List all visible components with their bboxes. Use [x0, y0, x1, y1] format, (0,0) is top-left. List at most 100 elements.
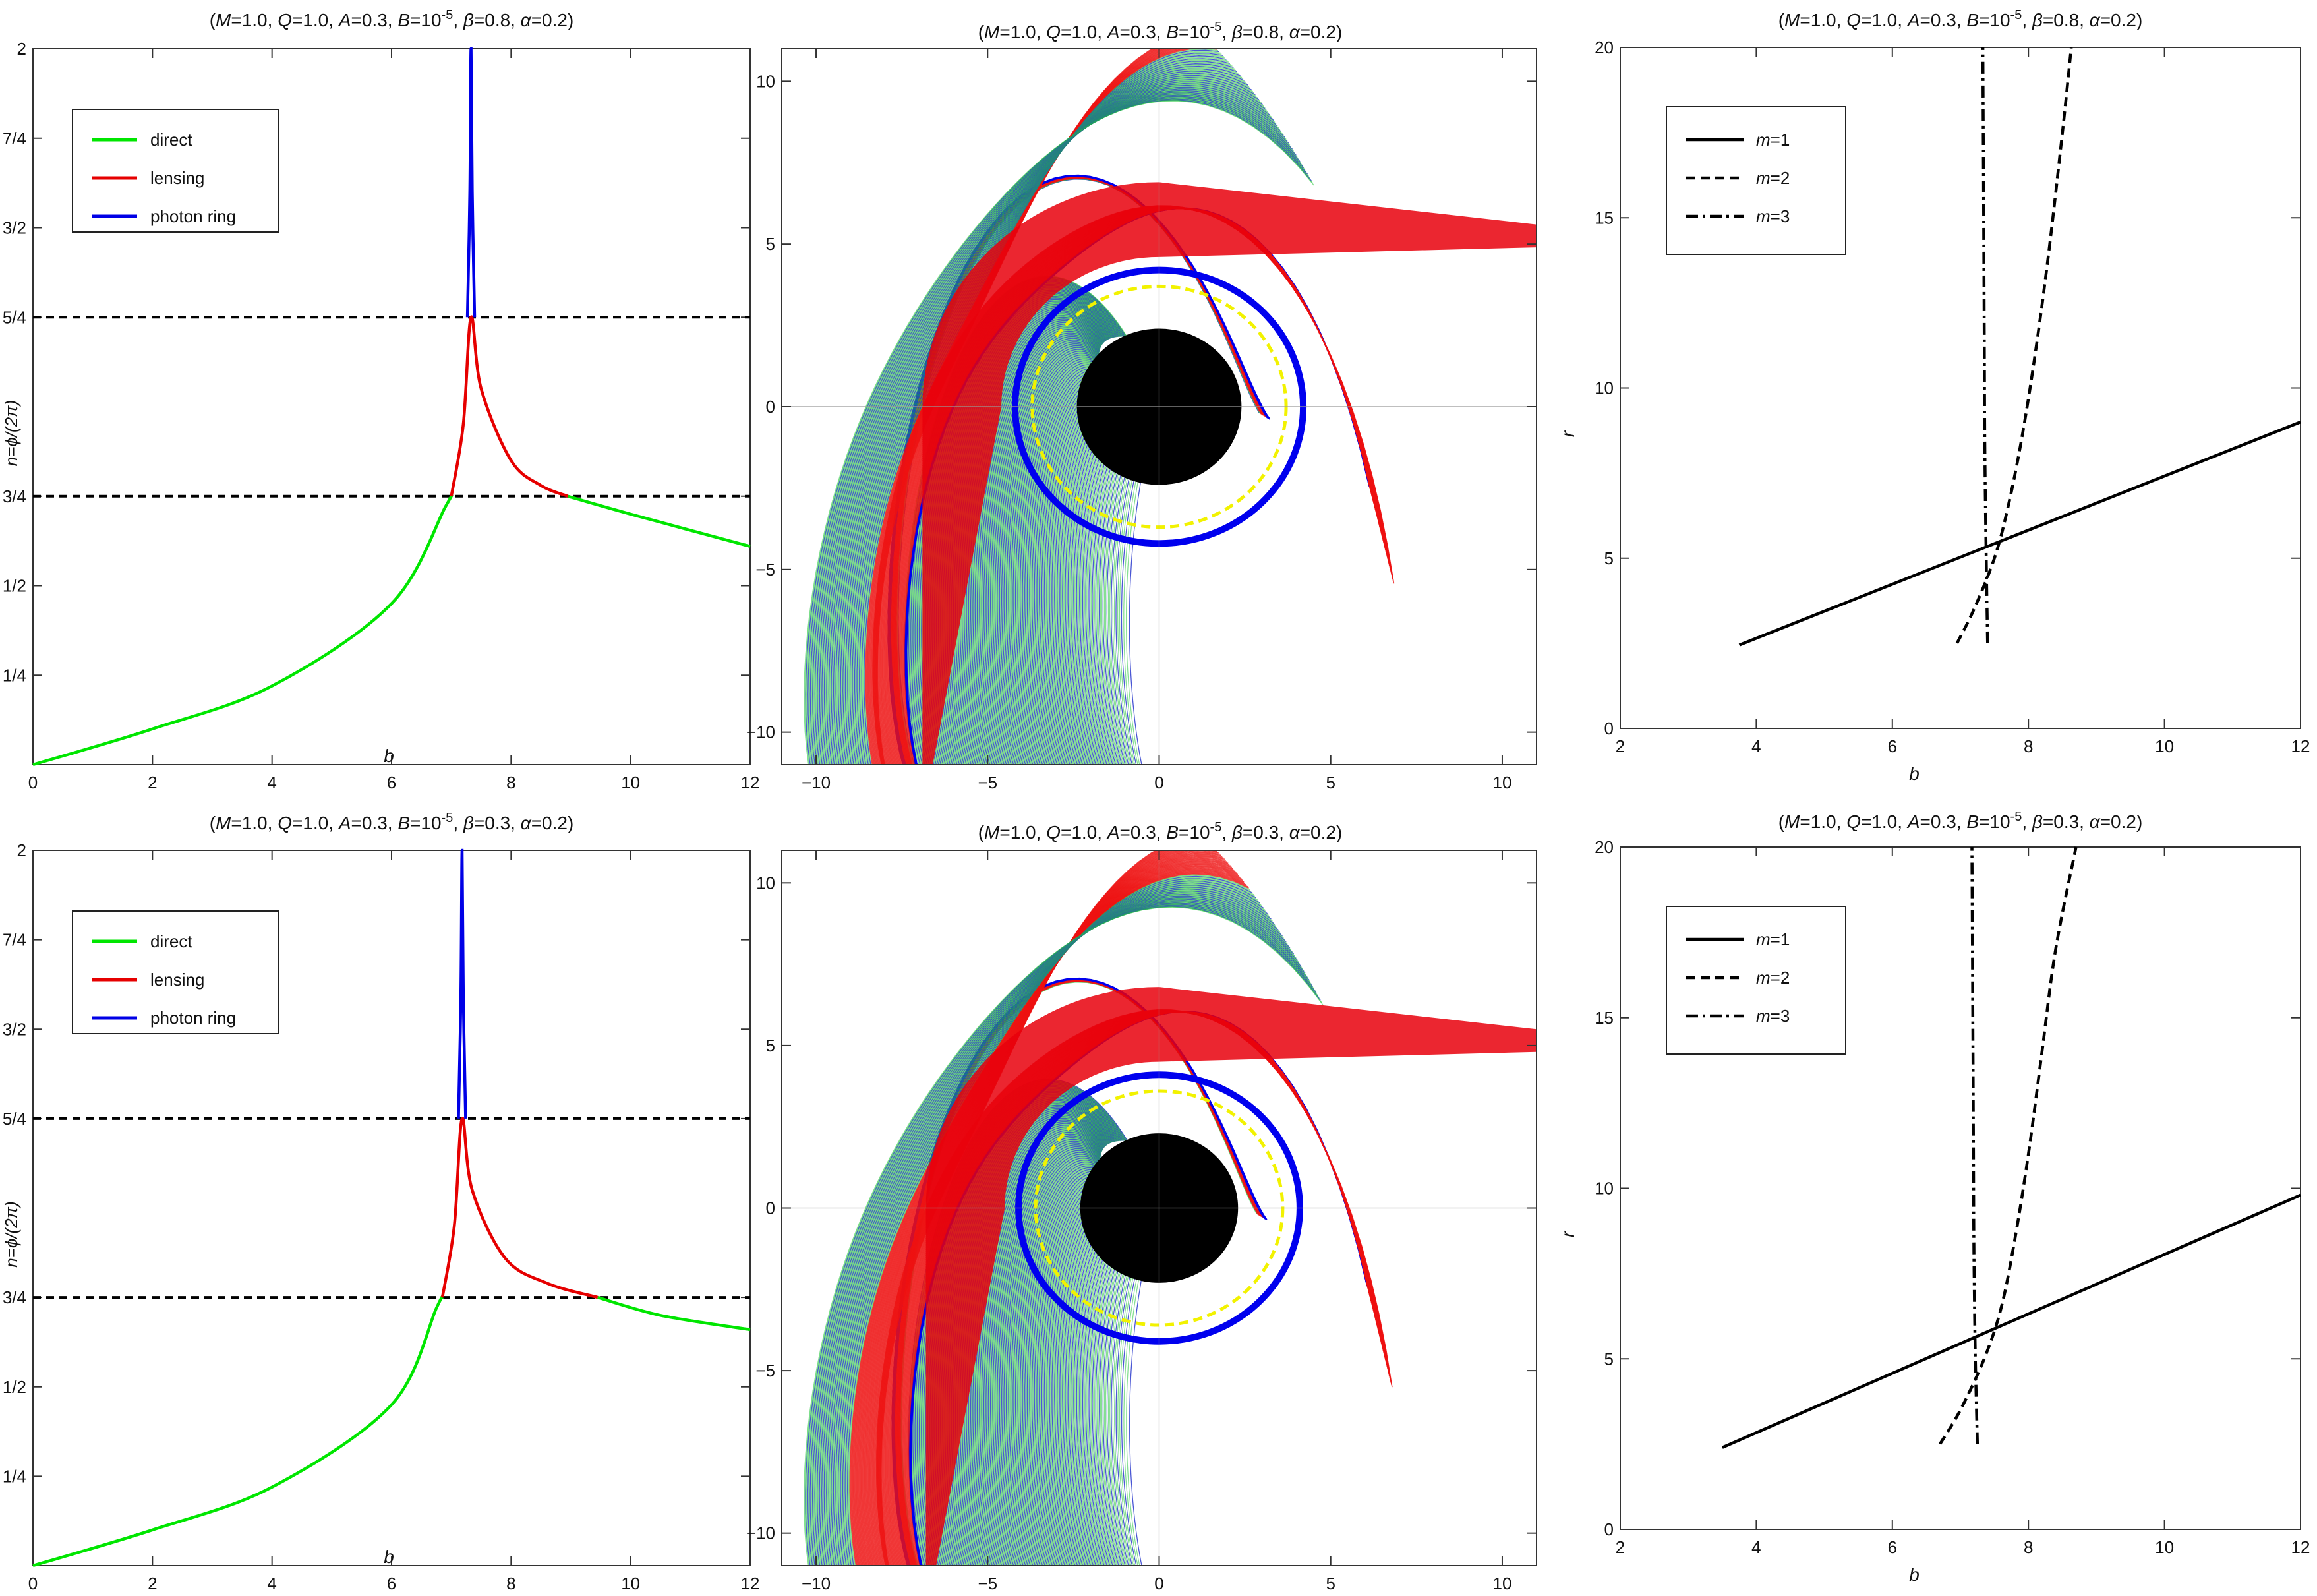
ray-path [1025, 1169, 1103, 1566]
x-tick-label: −5 [978, 1574, 997, 1593]
ray-path [824, 895, 1289, 1566]
ray-path [1096, 427, 1128, 765]
ray-path [1014, 360, 1100, 765]
y-tick-label: 1/4 [3, 1466, 26, 1486]
ray-path [1045, 1186, 1107, 1566]
ray-path [1100, 430, 1130, 765]
ray-path [1009, 355, 1100, 765]
ray-path [841, 881, 1262, 1566]
ray-path [997, 345, 1100, 765]
ray-path [986, 336, 1100, 765]
ray-path [814, 901, 1306, 1566]
y-tick-label: 1/2 [3, 1377, 26, 1397]
ray-path [1119, 1248, 1141, 1566]
series-m=3 [1981, 47, 1989, 643]
ray-path [1109, 439, 1135, 765]
legend-label: photon ring [150, 206, 236, 226]
ray-path [1014, 1161, 1101, 1566]
legend-label: m=3 [1756, 206, 1790, 226]
ray-path [1107, 1237, 1135, 1566]
ray-path [1034, 375, 1103, 765]
ray-path [1008, 1156, 1101, 1566]
x-tick-label: 8 [2024, 736, 2033, 756]
ray-path [1022, 366, 1101, 765]
ray-path [1021, 1166, 1102, 1566]
ray-path [1115, 1245, 1139, 1566]
x-tick-label: 2 [148, 773, 157, 792]
ray-path [1027, 370, 1102, 765]
ray-path [1006, 1154, 1101, 1566]
ray-path [991, 1141, 1101, 1566]
ray-path [1003, 1152, 1101, 1566]
ray-path [1115, 446, 1138, 765]
y-tick-label: 5 [766, 1036, 775, 1055]
x-tick-label: 12 [741, 773, 760, 792]
x-tick-label: 12 [2291, 1537, 2310, 1557]
ray-path [1087, 1219, 1124, 1566]
ray-path [1022, 1167, 1102, 1566]
ray-path [1020, 365, 1101, 765]
x-tick-label: 4 [1751, 736, 1761, 756]
ray-path [1103, 434, 1132, 765]
ray-path [1038, 1180, 1105, 1566]
ray-path [1098, 428, 1129, 765]
ray-path [1004, 1152, 1101, 1566]
x-tick-label: 6 [387, 773, 396, 792]
y-tick-label: 0 [1604, 1520, 1614, 1539]
ray-path [1010, 1158, 1101, 1566]
series-lensing [440, 1117, 599, 1299]
ray-path [1005, 352, 1100, 765]
ray-path [988, 338, 1100, 765]
x-tick-label: −5 [978, 773, 997, 792]
ray-path [1000, 1149, 1101, 1566]
ray-path [1027, 1171, 1103, 1566]
ray-path [999, 1148, 1101, 1566]
y-tick-label: 10 [1595, 378, 1614, 398]
ray-path [1030, 1173, 1103, 1566]
series-m=3 [1970, 846, 1980, 1444]
ray-path [983, 334, 1100, 765]
ray-path [1026, 369, 1101, 765]
y-tick-label: 2 [17, 841, 26, 860]
ray-path [1121, 451, 1142, 765]
ray-path [829, 891, 1282, 1566]
ray-path [1017, 1163, 1102, 1566]
ray-path [1031, 1175, 1104, 1566]
ray-path [1004, 351, 1100, 765]
ray-path [997, 1146, 1101, 1566]
ray-path [1025, 369, 1101, 765]
ray-path [987, 338, 1100, 765]
ray-path [1105, 435, 1132, 765]
y-tick-label: −5 [755, 560, 775, 579]
x-axis-label: b [384, 746, 394, 766]
ray-path [994, 343, 1100, 765]
ray-path [1039, 379, 1104, 765]
y-tick-label: 3/4 [3, 487, 26, 506]
ray-path [1007, 353, 1100, 765]
ray-path [983, 334, 1100, 765]
y-tick-label: 0 [766, 397, 775, 417]
series-m=2 [1955, 47, 2073, 644]
chart-top-right: (M=1.0, Q=1.0, A=0.3, B=10-5, β=0.8, α=0… [1558, 8, 2310, 784]
ray-path [1102, 433, 1131, 765]
ray-path [1036, 376, 1103, 765]
y-tick-label: −10 [746, 723, 775, 742]
ray-path [1123, 1253, 1143, 1566]
y-tick-label: 1/2 [3, 576, 26, 596]
chart-title: (M=1.0, Q=1.0, A=0.3, B=10-5, β=0.8, α=0… [1778, 8, 2143, 30]
ray-path [1106, 436, 1133, 765]
lensing-band [922, 182, 1537, 765]
x-tick-label: 0 [1154, 773, 1163, 792]
ray-path [1099, 1229, 1130, 1566]
y-tick-label: 20 [1595, 837, 1614, 857]
x-tick-label: 4 [267, 773, 276, 792]
x-tick-label: 10 [1492, 1574, 1511, 1593]
ray-path [993, 1143, 1101, 1566]
legend-label: direct [150, 931, 192, 951]
ray-path [1093, 424, 1126, 765]
y-tick-label: 5 [766, 234, 775, 254]
ray-path [995, 1145, 1101, 1566]
y-tick-label: 10 [756, 71, 775, 91]
ray-path [1039, 1181, 1105, 1566]
ray-path [991, 1142, 1101, 1566]
